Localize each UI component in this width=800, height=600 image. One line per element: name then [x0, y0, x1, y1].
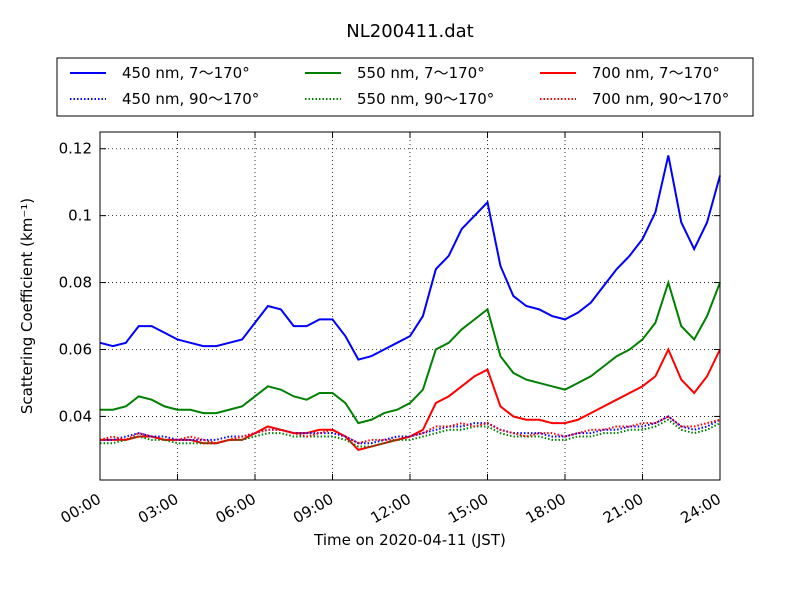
y-tick-label: 0.08	[59, 274, 92, 292]
y-tick-label: 0.04	[59, 407, 92, 425]
legend-label: 550 nm, 90～170°	[357, 90, 494, 108]
x-tick-label: 18:00	[523, 490, 569, 527]
x-tick-label: 12:00	[368, 490, 414, 527]
y-tick-label: 0.1	[68, 207, 92, 225]
legend-label: 700 nm, 7～170°	[592, 64, 720, 82]
plot-frame	[99, 131, 721, 481]
y-tick-label: 0.12	[59, 140, 92, 158]
legend-label: 700 nm, 90～170°	[592, 90, 729, 108]
chart-title: NL200411.dat	[346, 21, 473, 42]
series-line	[99, 415, 721, 445]
legend-label: 450 nm, 90～170°	[122, 90, 259, 108]
series-line	[99, 155, 721, 361]
y-tick-label: 0.06	[59, 341, 92, 359]
x-tick-label: 15:00	[445, 490, 491, 527]
series-line	[100, 279, 721, 425]
legend-label: 450 nm, 7～170°	[122, 64, 250, 82]
x-tick-label: 06:00	[213, 490, 259, 527]
x-tick-label: 00:00	[58, 490, 104, 527]
x-axis-label: Time on 2020-04-11 (JST)	[313, 531, 506, 549]
legend-label: 550 nm, 7～170°	[357, 64, 485, 82]
legend-box	[56, 57, 754, 117]
x-tick-label: 09:00	[290, 490, 336, 527]
y-axis-label: Scattering Coefficient (km⁻¹)	[18, 198, 36, 414]
x-tick-label: 21:00	[600, 490, 646, 527]
x-tick-label: 03:00	[135, 490, 181, 527]
series-line	[100, 418, 721, 448]
x-tick-label: 24:00	[678, 490, 724, 527]
